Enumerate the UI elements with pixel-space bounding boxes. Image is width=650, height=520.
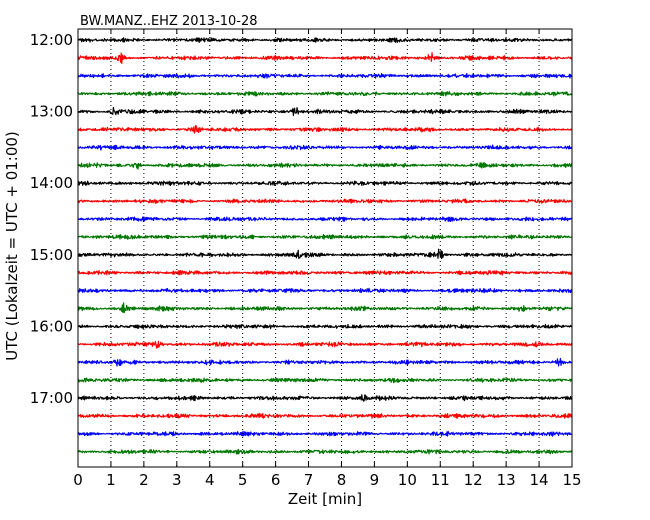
trace-row-16 [77,323,573,330]
trace-row-0 [77,37,573,43]
trace-row-7 [77,162,573,170]
x-tick-label: 6 [271,471,281,489]
y-tick-label: 17:00 [30,389,73,407]
trace-row-15 [77,302,573,314]
y-axis-label: UTC (Lokalzeit = UTC + 01:00) [3,131,21,361]
trace-row-11 [77,234,573,240]
y-tick-label: 15:00 [30,246,73,264]
y-tick-label: 14:00 [30,174,73,192]
trace-row-8 [77,180,572,187]
trace-row-21 [77,412,573,419]
traces-layer [77,37,573,455]
x-tick-label: 7 [304,471,314,489]
x-tick-label: 2 [139,471,149,489]
trace-row-14 [77,287,573,294]
x-tick-label: 4 [205,471,215,489]
ticks-layer: 0 1 2 3 4 5 6 7 8 9 10 11 12 13 14 1512:0013:0014:0015:… [30,29,582,489]
y-tick-label: 16:00 [30,317,73,335]
trace-row-6 [77,144,573,151]
trace-row-23 [77,448,573,455]
trace-row-18 [77,357,573,367]
plot-frame [77,28,573,468]
trace-row-22 [77,430,572,437]
y-tick-label: 13:00 [30,103,73,121]
x-tick-label: 15 [562,471,581,489]
trace-row-3 [77,90,573,97]
x-tick-label: 10 [398,471,417,489]
x-tick-label: 14 [530,471,549,489]
trace-row-20 [77,394,573,402]
trace-row-1 [77,52,572,65]
x-tick-label: 12 [464,471,483,489]
x-tick-label: 13 [497,471,516,489]
x-tick-label: 5 [238,471,248,489]
trace-row-4 [77,106,573,117]
x-tick-label: 11 [431,471,450,489]
trace-row-19 [77,377,573,384]
x-tick-label: 3 [172,471,182,489]
x-tick-label: 1 [106,471,116,489]
x-tick-label: 8 [337,471,347,489]
trace-row-13 [77,269,573,276]
trace-row-9 [77,198,572,204]
x-tick-label: 9 [370,471,380,489]
x-tick-label: 0 [73,471,83,489]
y-tick-label: 12:00 [30,31,73,49]
trace-row-10 [77,216,572,223]
trace-row-5 [77,125,573,134]
trace-row-2 [77,72,573,79]
x-axis-label: Zeit [min] [288,490,362,508]
trace-row-17 [77,340,573,349]
chart-title: BW.MANZ..EHZ 2013-10-28 [80,14,258,29]
trace-row-12 [77,248,573,260]
